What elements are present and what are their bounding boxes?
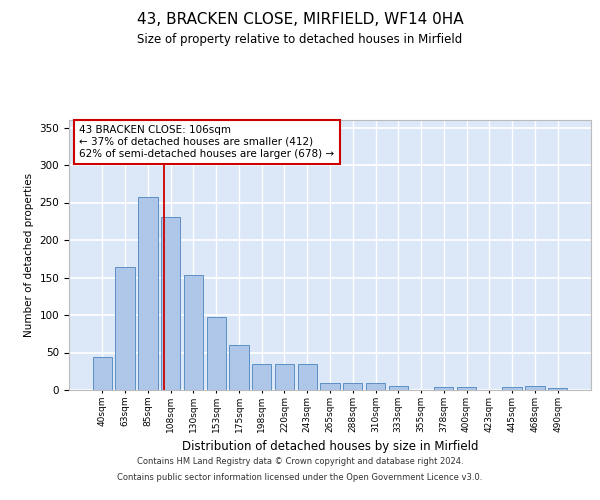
Bar xyxy=(206,318,226,390)
Bar xyxy=(298,364,317,390)
Bar xyxy=(115,267,135,390)
Bar xyxy=(525,386,545,390)
Bar xyxy=(502,387,522,390)
Text: Contains public sector information licensed under the Open Government Licence v3: Contains public sector information licen… xyxy=(118,472,482,482)
Bar xyxy=(457,387,476,390)
Bar xyxy=(138,197,158,390)
Bar xyxy=(161,217,181,390)
Bar xyxy=(389,386,408,390)
Bar xyxy=(184,275,203,390)
Bar xyxy=(343,383,362,390)
Bar xyxy=(275,364,294,390)
Bar xyxy=(229,345,248,390)
Text: 43, BRACKEN CLOSE, MIRFIELD, WF14 0HA: 43, BRACKEN CLOSE, MIRFIELD, WF14 0HA xyxy=(137,12,463,28)
X-axis label: Distribution of detached houses by size in Mirfield: Distribution of detached houses by size … xyxy=(182,440,478,454)
Text: Contains HM Land Registry data © Crown copyright and database right 2024.: Contains HM Land Registry data © Crown c… xyxy=(137,458,463,466)
Bar xyxy=(320,382,340,390)
Bar xyxy=(93,357,112,390)
Y-axis label: Number of detached properties: Number of detached properties xyxy=(24,173,34,337)
Bar xyxy=(252,364,271,390)
Text: Size of property relative to detached houses in Mirfield: Size of property relative to detached ho… xyxy=(137,32,463,46)
Bar xyxy=(366,382,385,390)
Bar xyxy=(434,387,454,390)
Bar xyxy=(548,388,567,390)
Text: 43 BRACKEN CLOSE: 106sqm
← 37% of detached houses are smaller (412)
62% of semi-: 43 BRACKEN CLOSE: 106sqm ← 37% of detach… xyxy=(79,126,335,158)
